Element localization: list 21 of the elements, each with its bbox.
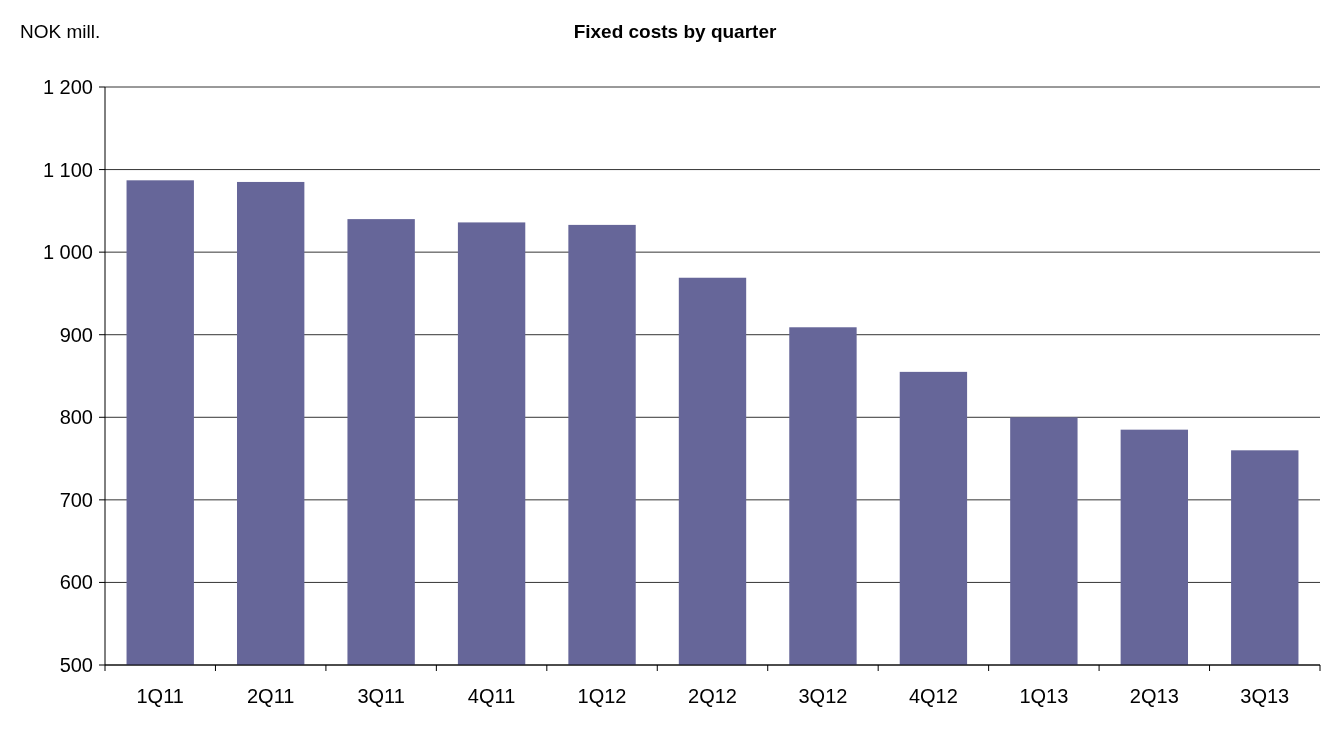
- x-tick-label: 3Q11: [357, 685, 405, 707]
- y-tick-label: 800: [59, 406, 93, 429]
- x-tick-label: 3Q13: [1240, 685, 1290, 707]
- y-tick-label: 900: [59, 323, 93, 346]
- chart-title: Fixed costs by quarter: [573, 21, 777, 42]
- y-axis-title: NOK mill.: [20, 21, 101, 42]
- x-tick-label: 2Q12: [688, 685, 737, 707]
- y-tick-label: 1 200: [42, 76, 93, 98]
- y-tick-label: 500: [59, 654, 93, 676]
- x-tick-label: 1Q11: [136, 685, 184, 707]
- x-tick-label: 1Q13: [1019, 685, 1069, 707]
- x-tick-label: 4Q11: [467, 685, 516, 707]
- y-tick-label: 600: [59, 571, 93, 594]
- x-tick-label: 3Q12: [798, 685, 848, 707]
- y-tick-label: 1 100: [42, 158, 93, 181]
- x-tick-label: 2Q11: [246, 685, 295, 707]
- x-tick-label: 1Q12: [577, 685, 627, 707]
- x-tick-label: 4Q12: [908, 685, 958, 707]
- y-tick-label: 1 000: [42, 241, 93, 264]
- y-tick-label: 700: [59, 488, 93, 511]
- x-tick-label: 2Q13: [1129, 685, 1179, 707]
